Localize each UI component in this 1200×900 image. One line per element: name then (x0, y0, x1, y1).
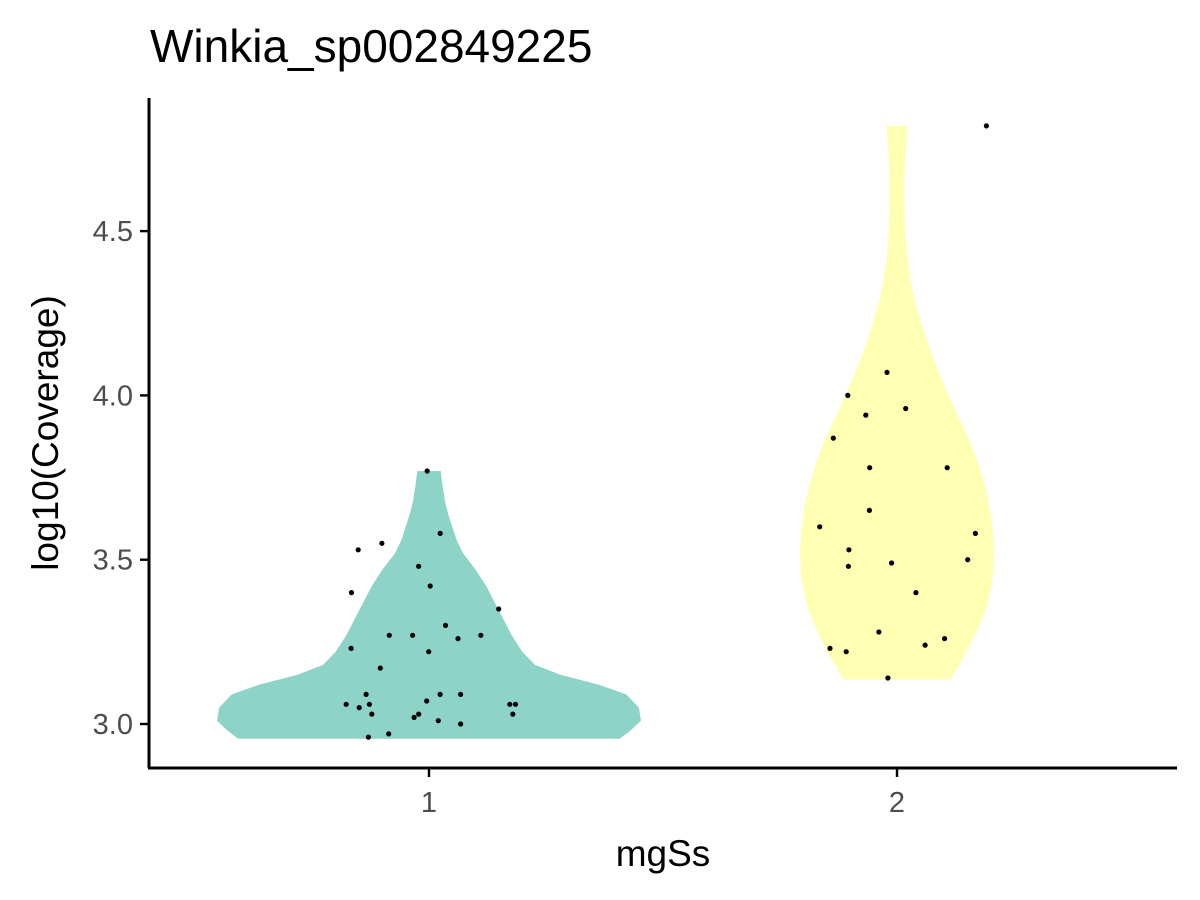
x-axis-title: mgSs (616, 833, 711, 874)
data-point-2-1 (884, 369, 890, 375)
data-point-1-28 (411, 714, 417, 721)
data-point-2-12 (965, 557, 971, 563)
data-point-1-5 (427, 583, 433, 589)
data-point-1-20 (366, 701, 372, 707)
data-point-1-2 (355, 547, 361, 553)
data-point-1-23 (512, 701, 519, 707)
data-point-2-6 (944, 465, 950, 471)
data-point-1-4 (416, 563, 422, 569)
data-point-1-14 (426, 649, 432, 655)
data-point-1-22 (507, 701, 513, 707)
data-point-1-18 (437, 691, 443, 698)
x-tick-label: 1 (421, 787, 437, 819)
data-point-2-7 (867, 465, 873, 471)
violin-group-1 (217, 471, 641, 739)
chart-title: Winkia_sp002849225 (150, 20, 592, 72)
x-tick-label: 2 (889, 787, 905, 819)
data-point-1-8 (442, 622, 449, 629)
data-point-2-13 (889, 560, 895, 566)
data-point-1-30 (458, 721, 464, 727)
data-point-1-16 (458, 691, 464, 698)
data-point-1-11 (478, 632, 484, 638)
y-tick-label: 3.5 (93, 545, 133, 577)
data-point-1-12 (455, 636, 461, 642)
data-point-2-20 (843, 649, 849, 655)
y-axis-ticks: 3.0 3.5 4.0 4.5 (93, 216, 149, 741)
data-point-1-6 (348, 590, 355, 596)
data-point-2-5 (830, 435, 836, 441)
violin-group-2 (800, 125, 994, 680)
data-point-1-26 (510, 711, 516, 717)
y-tick-label: 3.0 (93, 709, 133, 741)
data-point-2-15 (913, 590, 919, 596)
data-point-2-14 (845, 563, 852, 569)
data-point-2-9 (817, 524, 823, 530)
data-point-1-27 (369, 711, 375, 717)
data-point-1-10 (386, 632, 392, 638)
data-point-1-25 (416, 711, 422, 717)
data-point-2-19 (827, 645, 833, 652)
data-point-2-0 (983, 123, 990, 129)
data-point-2-3 (903, 405, 909, 412)
data-point-2-11 (846, 547, 852, 553)
data-point-2-8 (866, 507, 873, 513)
y-tick-label: 4.5 (93, 216, 133, 248)
data-point-2-2 (845, 392, 851, 398)
data-point-1-17 (363, 691, 369, 698)
data-point-1-19 (424, 698, 430, 704)
data-point-2-18 (922, 642, 928, 648)
data-point-1-7 (496, 606, 502, 612)
violin-layer (217, 125, 994, 739)
data-point-1-1 (437, 530, 443, 537)
data-point-1-21 (343, 701, 349, 707)
data-point-2-21 (885, 675, 891, 681)
y-axis-title: log10(Coverage) (25, 295, 66, 571)
data-point-1-32 (365, 734, 371, 740)
data-point-1-3 (379, 540, 385, 546)
point-layer (343, 123, 990, 740)
data-point-1-31 (386, 731, 392, 737)
data-point-1-13 (348, 645, 354, 652)
y-tick-label: 4.0 (93, 380, 133, 412)
data-point-2-16 (876, 629, 882, 635)
data-point-2-4 (863, 412, 869, 418)
data-point-1-15 (377, 665, 383, 671)
data-point-1-29 (435, 718, 441, 724)
data-point-2-17 (942, 636, 948, 642)
data-point-1-9 (410, 632, 416, 638)
data-point-1-24 (356, 705, 362, 711)
data-point-1-0 (424, 468, 430, 474)
data-point-2-10 (972, 530, 979, 537)
